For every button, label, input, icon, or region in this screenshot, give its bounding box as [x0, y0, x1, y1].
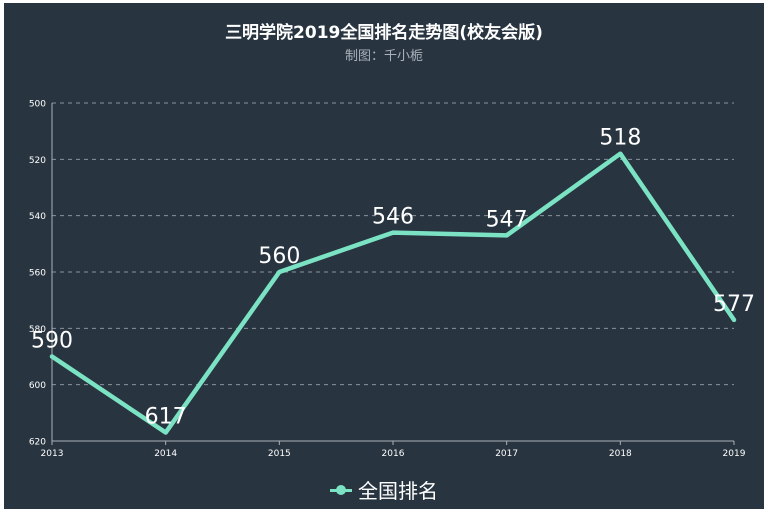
x-tick-label: 2015	[268, 449, 291, 459]
x-tick-label: 2013	[41, 449, 64, 459]
x-tick-label: 2019	[723, 449, 746, 459]
legend-swatch-icon	[330, 483, 352, 497]
y-tick-label: 520	[29, 156, 46, 166]
data-label: 617	[145, 405, 187, 430]
data-point	[163, 430, 168, 435]
x-tick-label: 2018	[609, 449, 632, 459]
data-label: 547	[486, 207, 528, 232]
y-tick-label: 600	[29, 381, 46, 391]
series-line	[49, 151, 737, 435]
x-tick-label: 2014	[154, 449, 177, 459]
data-point	[391, 230, 395, 235]
data-point	[732, 317, 736, 322]
data-label: 590	[31, 329, 73, 354]
data-labels: 590 617 560 546 547 518 577	[31, 126, 755, 430]
data-point	[277, 270, 282, 274]
data-point	[50, 354, 54, 359]
y-tick-label: 540	[29, 212, 46, 222]
series-line-path	[49, 151, 737, 435]
data-label: 546	[372, 205, 414, 230]
chart-subtitle: 制图：千小栀	[344, 49, 423, 64]
x-tick-label: 2016	[382, 449, 405, 459]
data-point	[504, 233, 509, 238]
chart-title: 三明学院2019全国排名走势图(校友会版)	[225, 23, 543, 43]
y-tick-label: 620	[29, 438, 46, 448]
x-tick-label: 2017	[495, 449, 518, 459]
data-label: 577	[713, 292, 755, 317]
grid-lines	[52, 102, 734, 386]
y-tick-label: 500	[29, 100, 46, 110]
data-point	[618, 151, 623, 156]
y-tick-label: 580	[29, 325, 46, 335]
y-tick-label: 560	[29, 269, 46, 279]
legend-label: 全国排名	[358, 479, 438, 503]
data-label: 560	[258, 244, 300, 269]
data-label: 518	[599, 126, 641, 151]
legend[interactable]: 全国排名	[0, 475, 768, 504]
chart-panel	[4, 3, 764, 509]
